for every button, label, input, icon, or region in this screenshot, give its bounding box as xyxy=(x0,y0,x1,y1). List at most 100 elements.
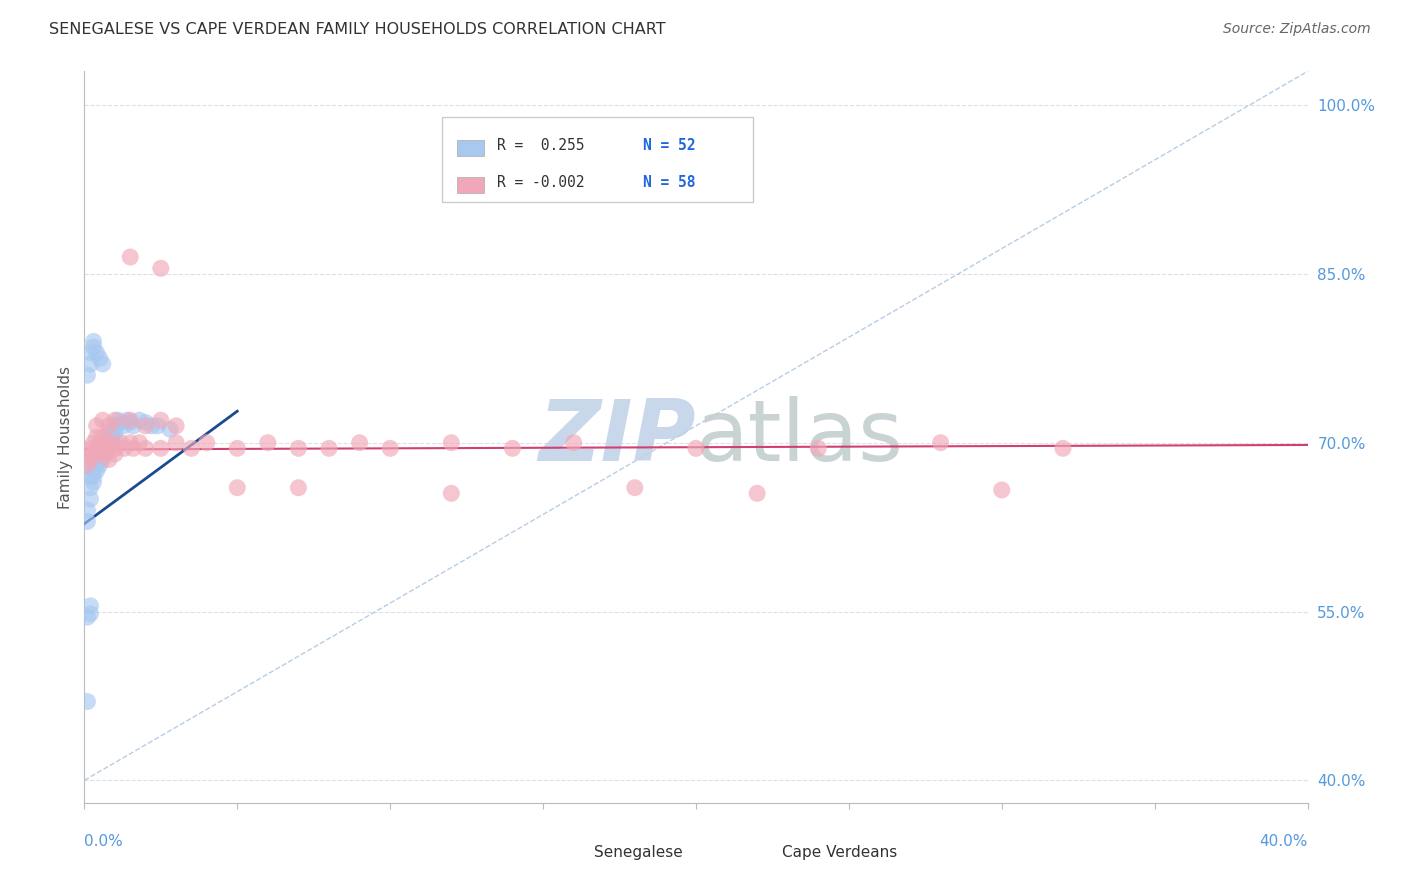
Point xyxy=(287,481,309,495)
Point xyxy=(104,425,127,439)
Point xyxy=(79,481,101,495)
Point xyxy=(257,435,280,450)
Point xyxy=(135,442,157,456)
Point xyxy=(562,435,585,450)
Point xyxy=(86,345,108,359)
Point xyxy=(380,442,402,456)
Text: 40.0%: 40.0% xyxy=(1260,834,1308,849)
Point xyxy=(76,515,98,529)
Point xyxy=(104,418,127,433)
Point xyxy=(76,694,98,708)
Text: ZIP: ZIP xyxy=(538,395,696,479)
Point xyxy=(101,435,124,450)
Point xyxy=(79,357,101,371)
Point xyxy=(79,452,101,467)
Text: R =  0.255: R = 0.255 xyxy=(496,138,583,153)
Point xyxy=(79,607,101,621)
Point xyxy=(79,442,101,456)
Point xyxy=(83,464,105,478)
Point xyxy=(79,345,101,359)
Point xyxy=(91,357,114,371)
Point xyxy=(128,413,150,427)
Point xyxy=(89,351,111,366)
Point xyxy=(86,430,108,444)
Point xyxy=(135,416,157,430)
Point xyxy=(91,413,114,427)
Point xyxy=(94,447,117,461)
Point xyxy=(991,483,1014,497)
FancyBboxPatch shape xyxy=(457,140,484,156)
Point xyxy=(149,442,172,456)
Text: SENEGALESE VS CAPE VERDEAN FAMILY HOUSEHOLDS CORRELATION CHART: SENEGALESE VS CAPE VERDEAN FAMILY HOUSEH… xyxy=(49,22,666,37)
Point xyxy=(86,458,108,473)
Point xyxy=(89,435,111,450)
Point xyxy=(89,452,111,467)
Point xyxy=(107,413,129,427)
Point xyxy=(120,250,142,264)
Point xyxy=(91,442,114,456)
Point xyxy=(349,435,371,450)
Point xyxy=(91,430,114,444)
Point xyxy=(440,435,463,450)
Point xyxy=(83,469,105,483)
Text: R = -0.002: R = -0.002 xyxy=(496,175,583,190)
Point xyxy=(165,418,187,433)
Point xyxy=(76,458,98,473)
Point xyxy=(502,442,524,456)
Point xyxy=(86,452,108,467)
Point xyxy=(115,413,138,427)
Point xyxy=(79,599,101,613)
Point xyxy=(318,442,340,456)
Point xyxy=(685,442,707,456)
Point xyxy=(180,442,202,456)
Point xyxy=(94,435,117,450)
Point xyxy=(91,442,114,456)
Text: N = 52: N = 52 xyxy=(644,138,696,153)
Point xyxy=(83,435,105,450)
Point xyxy=(89,447,111,461)
Point xyxy=(440,486,463,500)
Point xyxy=(135,418,157,433)
Point xyxy=(122,442,145,456)
Point xyxy=(76,368,98,383)
Point xyxy=(159,422,181,436)
Point xyxy=(120,416,142,430)
Point xyxy=(83,475,105,489)
Point xyxy=(112,418,135,433)
Point xyxy=(76,503,98,517)
Point xyxy=(101,425,124,439)
Point xyxy=(79,469,101,483)
Point xyxy=(89,458,111,473)
Text: Cape Verdeans: Cape Verdeans xyxy=(782,845,897,860)
Point xyxy=(112,442,135,456)
Point xyxy=(83,340,105,354)
Point xyxy=(91,447,114,461)
Point xyxy=(110,416,132,430)
Y-axis label: Family Households: Family Households xyxy=(58,366,73,508)
Point xyxy=(165,435,187,450)
Point xyxy=(226,442,249,456)
Point xyxy=(146,418,169,433)
Text: atlas: atlas xyxy=(696,395,904,479)
Point xyxy=(104,413,127,427)
FancyBboxPatch shape xyxy=(441,118,754,202)
Point xyxy=(195,435,218,450)
Point xyxy=(149,413,172,427)
Point xyxy=(747,486,769,500)
Point xyxy=(83,447,105,461)
Point xyxy=(91,452,114,467)
Text: N = 58: N = 58 xyxy=(644,175,696,190)
Point xyxy=(104,447,127,461)
Point xyxy=(76,447,98,461)
Point xyxy=(94,447,117,461)
Point xyxy=(94,442,117,456)
Point xyxy=(122,418,145,433)
Point xyxy=(104,442,127,456)
Point xyxy=(807,442,830,456)
Point xyxy=(929,435,952,450)
Point xyxy=(94,435,117,450)
Point xyxy=(76,610,98,624)
Point xyxy=(120,435,142,450)
Point xyxy=(97,452,120,467)
Point xyxy=(97,442,120,456)
